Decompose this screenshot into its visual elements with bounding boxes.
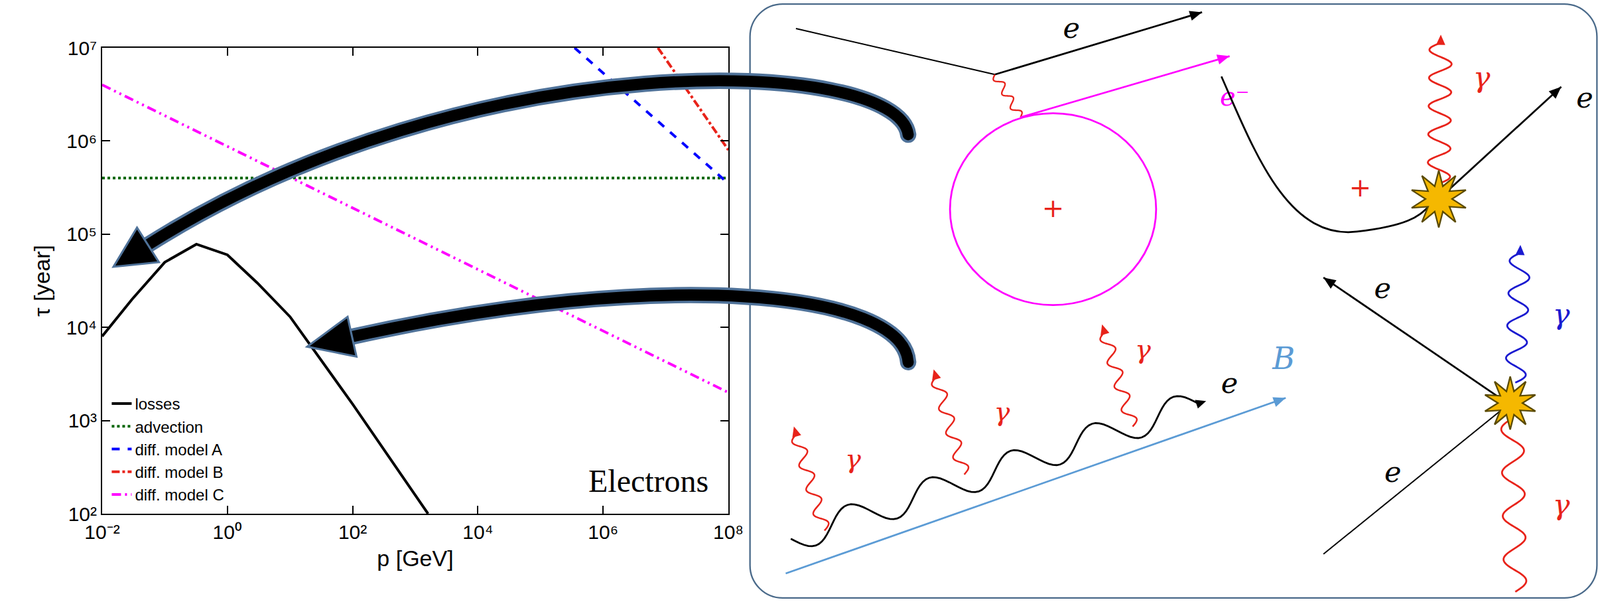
- svg-text:losses: losses: [134, 394, 180, 413]
- svg-text:10²: 10²: [338, 520, 367, 543]
- svg-text:diff. model A: diff. model A: [134, 440, 223, 459]
- svg-text:10⁶: 10⁶: [66, 130, 97, 152]
- svg-text:10⁷: 10⁷: [67, 37, 97, 60]
- svg-text:τ [year]: τ [year]: [29, 244, 55, 317]
- svg-text:γ: γ: [1552, 487, 1571, 521]
- svg-text:+: +: [1349, 171, 1372, 203]
- svg-text:10⁶: 10⁶: [587, 520, 619, 543]
- svg-text:Electrons: Electrons: [588, 463, 709, 499]
- svg-text:γ: γ: [1552, 297, 1571, 331]
- svg-text:10⁻²: 10⁻²: [84, 520, 120, 543]
- svg-text:10²: 10²: [68, 502, 97, 525]
- svg-text:10⁸: 10⁸: [713, 520, 744, 543]
- svg-text:advection: advection: [134, 417, 203, 436]
- svg-text:e: e: [1062, 11, 1080, 45]
- svg-text:10⁴: 10⁴: [462, 520, 493, 543]
- svg-text:e⁻: e⁻: [1219, 80, 1250, 112]
- svg-text:+: +: [1042, 192, 1065, 223]
- svg-text:diff. model B: diff. model B: [134, 463, 223, 481]
- svg-text:diff. model C: diff. model C: [134, 485, 224, 504]
- svg-text:e: e: [1221, 366, 1238, 400]
- svg-text:e: e: [1374, 271, 1392, 305]
- svg-text:10⁰: 10⁰: [212, 520, 243, 543]
- svg-text:e: e: [1576, 80, 1593, 115]
- svg-text:γ: γ: [994, 396, 1011, 427]
- svg-text:10⁵: 10⁵: [66, 222, 97, 245]
- svg-text:γ: γ: [845, 443, 862, 474]
- svg-text:B: B: [1271, 340, 1295, 377]
- svg-text:γ: γ: [1134, 333, 1151, 365]
- svg-text:p [GeV]: p [GeV]: [376, 545, 454, 571]
- svg-text:γ: γ: [1473, 60, 1491, 94]
- svg-text:10³: 10³: [68, 409, 97, 432]
- svg-text:e: e: [1384, 455, 1401, 489]
- svg-text:10⁴: 10⁴: [66, 316, 97, 339]
